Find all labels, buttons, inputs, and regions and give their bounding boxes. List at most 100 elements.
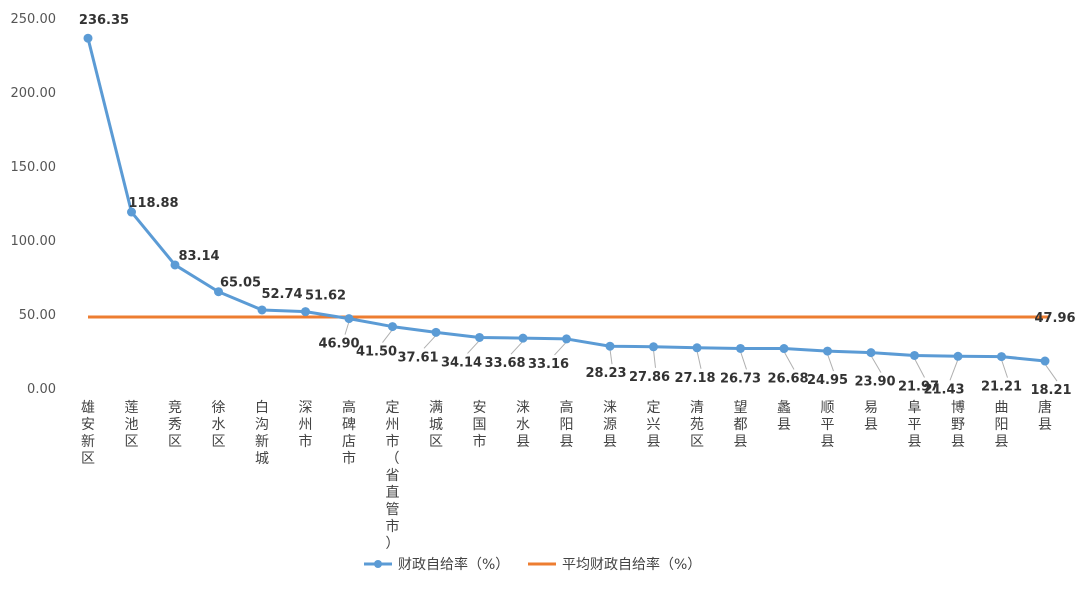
data-label: 27.18 xyxy=(674,371,715,386)
x-tick-label: 高碑店市 xyxy=(342,399,356,467)
data-point xyxy=(562,334,571,344)
label-leader xyxy=(609,349,613,365)
x-tick-label: 涞水县 xyxy=(516,400,530,450)
data-label: 41.50 xyxy=(356,345,397,360)
data-point xyxy=(736,343,745,353)
ratio-line xyxy=(86,37,1046,363)
data-point xyxy=(649,342,658,352)
x-tick-label: 定兴县 xyxy=(647,400,661,450)
label-leader xyxy=(423,334,437,349)
label-leader xyxy=(510,340,524,355)
data-label: 24.95 xyxy=(807,373,848,388)
x-tick-label: 清苑区 xyxy=(690,400,704,450)
data-label: 51.62 xyxy=(305,289,346,304)
legend-marker-ratio xyxy=(374,560,382,568)
data-point xyxy=(692,343,702,353)
data-label: 18.21 xyxy=(1030,383,1071,398)
x-tick-label: 深州市 xyxy=(299,400,313,450)
data-label: 26.68 xyxy=(767,372,808,387)
label-leader xyxy=(467,340,480,354)
label-leader xyxy=(653,349,656,368)
y-tick-label: 150.00 xyxy=(11,160,57,175)
x-tick-label: 阜平县 xyxy=(908,399,922,450)
data-point xyxy=(475,332,484,342)
data-point xyxy=(170,260,180,270)
y-axis: 0.00 50.00 100.00 150.00 200.00 250.00 xyxy=(11,12,57,397)
label-leader xyxy=(344,321,350,335)
legend: 财政自给率（%） 平均财政自给率（%） xyxy=(364,556,701,573)
data-label: 46.90 xyxy=(318,337,359,352)
x-tick-label: 博野县 xyxy=(951,399,965,450)
data-point xyxy=(83,33,93,43)
x-tick-label: 易县 xyxy=(864,400,878,433)
label-leader xyxy=(554,341,567,356)
y-tick-label: 200.00 xyxy=(11,86,57,101)
x-tick-label: 满城区 xyxy=(429,400,443,450)
x-tick-label: 雄安新区 xyxy=(81,400,95,467)
x-tick-label: 顺平县 xyxy=(821,400,835,450)
data-label: 37.61 xyxy=(397,350,438,365)
label-leader xyxy=(914,358,925,378)
x-tick-label: 望都县 xyxy=(734,400,748,450)
y-tick-label: 250.00 xyxy=(11,12,57,27)
data-label: 23.90 xyxy=(854,375,895,390)
x-tick-label: 安国市 xyxy=(473,400,487,450)
label-leader xyxy=(382,329,393,343)
x-tick-label: 高阳县 xyxy=(560,399,574,450)
x-axis: 雄安新区 莲池区 竞秀区 徐水区 白沟新城 深州市 高碑店市 定州市（省直管市） 满城区 安国市 涞… xyxy=(81,399,1052,552)
x-tick-label: 唐县 xyxy=(1038,399,1052,433)
data-point xyxy=(779,344,789,354)
data-point xyxy=(388,322,397,332)
label-leader xyxy=(827,353,834,372)
data-label: 26.73 xyxy=(720,371,761,386)
label-leader xyxy=(1001,359,1008,378)
x-tick-label: 定州市（省直管市） xyxy=(386,400,400,552)
x-tick-label: 蠡县 xyxy=(777,399,791,433)
data-point xyxy=(605,341,615,351)
data-label: 33.16 xyxy=(528,357,569,372)
data-label: 83.14 xyxy=(178,249,219,264)
label-leader-lines xyxy=(344,321,1058,382)
legend-label-average: 平均财政自给率（%） xyxy=(562,556,701,573)
average-data-label: 47.96 xyxy=(1034,311,1075,326)
data-label: 21.43 xyxy=(923,382,964,397)
x-tick-label: 莲池区 xyxy=(125,400,139,450)
data-point xyxy=(257,305,267,315)
data-point xyxy=(910,350,919,360)
data-label: 33.68 xyxy=(484,356,525,371)
label-leader xyxy=(696,350,702,369)
data-point xyxy=(1040,356,1050,366)
ratio-series xyxy=(83,33,1050,366)
label-leader xyxy=(740,351,747,370)
y-tick-label: 50.00 xyxy=(19,308,56,323)
label-leader xyxy=(870,355,882,373)
data-label: 236.35 xyxy=(79,13,129,28)
data-point xyxy=(214,287,223,297)
data-point xyxy=(997,352,1006,362)
data-point xyxy=(823,346,832,356)
legend-label-ratio: 财政自给率（%） xyxy=(398,556,509,573)
data-label: 21.97 xyxy=(898,379,939,394)
x-tick-label: 竞秀区 xyxy=(168,399,182,450)
y-tick-label: 100.00 xyxy=(11,234,57,249)
label-leader xyxy=(783,351,795,370)
data-label: 27.86 xyxy=(629,370,670,385)
data-label: 65.05 xyxy=(220,276,261,291)
data-label: 34.14 xyxy=(441,355,482,370)
data-point xyxy=(518,333,528,343)
x-tick-label: 涞源县 xyxy=(603,400,617,450)
data-label: 118.88 xyxy=(128,196,178,211)
label-leader xyxy=(1044,363,1058,382)
data-label: 52.74 xyxy=(261,287,302,302)
data-point xyxy=(866,348,876,358)
data-point xyxy=(431,327,441,337)
data-label: 21.21 xyxy=(981,380,1022,395)
label-leader xyxy=(949,359,959,381)
data-point xyxy=(953,351,963,361)
y-tick-label: 0.00 xyxy=(27,382,56,397)
data-label: 28.23 xyxy=(585,366,626,381)
x-tick-label: 徐水区 xyxy=(212,400,226,450)
